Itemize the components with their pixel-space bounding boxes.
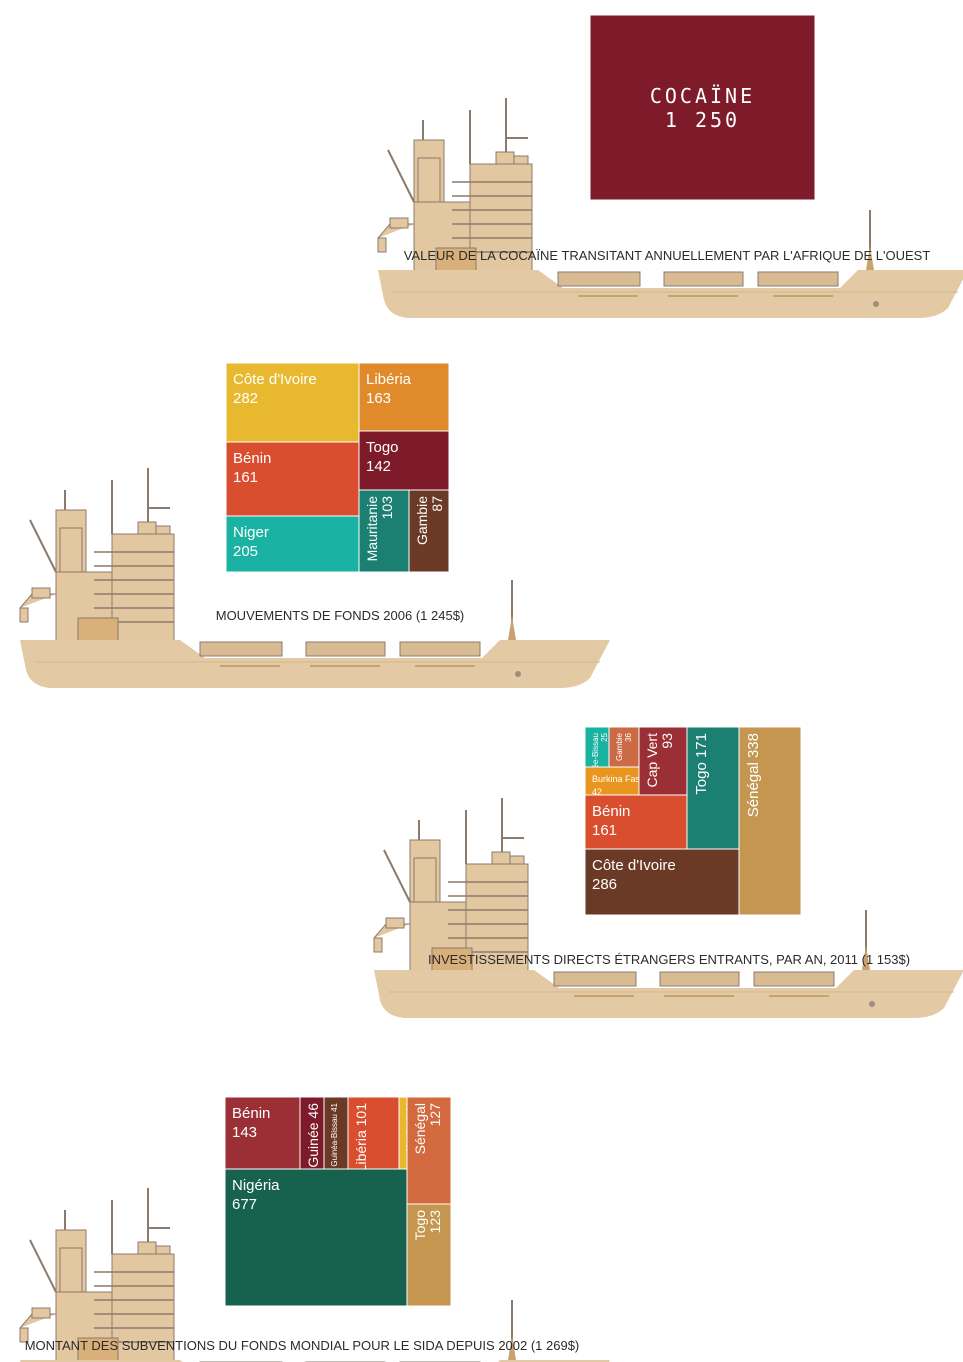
treemap-cell [584,848,740,916]
cell-label: Sénégal 338 [745,733,762,817]
treemap-cell [638,726,688,796]
chart-caption: MOUVEMENTS DE FONDS 2006 (1 245$) [216,608,465,623]
cell-label: Gambie [414,496,430,545]
treemap-cell [406,1096,452,1205]
treemap-cell [225,515,360,573]
cell-label: Togo [412,1210,428,1241]
cargo-ship-illustration [19,1188,610,1362]
cell-label: Mauritanie [364,496,380,562]
treemap-cell [738,726,802,916]
treemap-cell [225,441,360,517]
chart-2: Côte d'Ivoire 282 Libéria 163 Bénin 161 Togo 14… [19,362,610,688]
cell-label: Bénin [592,803,630,820]
cell-value: 1 250 [665,108,740,132]
cell-label: Sénégal [412,1103,428,1154]
cell-label: Guinée 46 [305,1103,321,1168]
cell-label: Gambie [615,732,624,761]
cell-value: 127 [427,1103,443,1127]
treemap-cell [589,14,816,201]
cell-label: COCAÏNE [650,84,755,108]
cell-value: 103 [379,496,395,520]
treemap-cell [347,1096,400,1170]
cell-label: Burkina Faso [592,774,645,784]
cell-value: 286 [592,876,617,893]
treemap-cell [608,726,640,768]
cell-label: Guinée-Bissau [591,733,600,785]
treemap-cell [406,1203,452,1307]
treemap-cell [584,794,688,850]
cell-value: 42 [592,787,602,797]
cell-value: 282 [233,390,258,407]
treemap-cell [224,1168,408,1307]
cell-label: Côte d'Ivoire [233,371,317,388]
cell-value: 161 [592,822,617,839]
treemap-cell [358,489,410,573]
cell-value: 25 [600,732,609,741]
cell-label: Cap Vert [644,733,660,788]
cell-value: 163 [366,390,391,407]
cell-label: Guinéa-Bissau 41 [330,1102,339,1166]
cell-label: Bénin [233,450,271,467]
cell-value: 123 [427,1210,443,1234]
cell-label: Libéria [366,371,412,388]
treemap-cell [358,362,450,432]
cell-value: 36 [624,732,633,741]
cell-label: Nigéria [232,1177,280,1194]
cell-label: Bénin [232,1105,270,1122]
chart-caption: VALEUR DE LA COCAÏNE TRANSITANT ANNUELLE… [404,248,931,263]
chart-caption: MONTANT DES SUBVENTIONS DU FONDS MONDIAL… [25,1338,580,1353]
cell-label: Niger [233,524,269,541]
cell-label: Togo [366,439,399,456]
cell-value: 143 [232,1124,257,1141]
cell-value: 142 [366,458,391,475]
cell-label: Libéria 101 [353,1103,369,1172]
cell-value: 161 [233,469,258,486]
cell-label: Togo 171 [693,733,710,795]
treemap-cell [224,1096,301,1170]
cell-value: 93 [659,733,675,749]
cargo-ship-illustration [19,468,610,688]
treemap-cell [408,489,450,573]
cell-value: 205 [233,543,258,560]
treemap-cell [584,726,610,768]
chart-caption: INVESTISSEMENTS DIRECTS ÉTRANGERS ENTRAN… [428,952,910,967]
chart-4: Bénin 143 Guinée 46 Guinéa-Bissau 41 Libéria… [19,1096,610,1362]
cargo-ship-illustration [373,798,963,1018]
cell-label: Côte d'Ivoire [592,857,676,874]
cell-value: 677 [232,1196,257,1213]
treemap-cell [299,1096,325,1170]
cell-value: 87 [429,496,445,512]
chart-3: Guinée-Bissau 25 Gambie 36 Burkina Faso 42 Cap… [373,726,963,1018]
treemap-cell [225,362,360,443]
cargo-ship-illustration [377,98,963,318]
